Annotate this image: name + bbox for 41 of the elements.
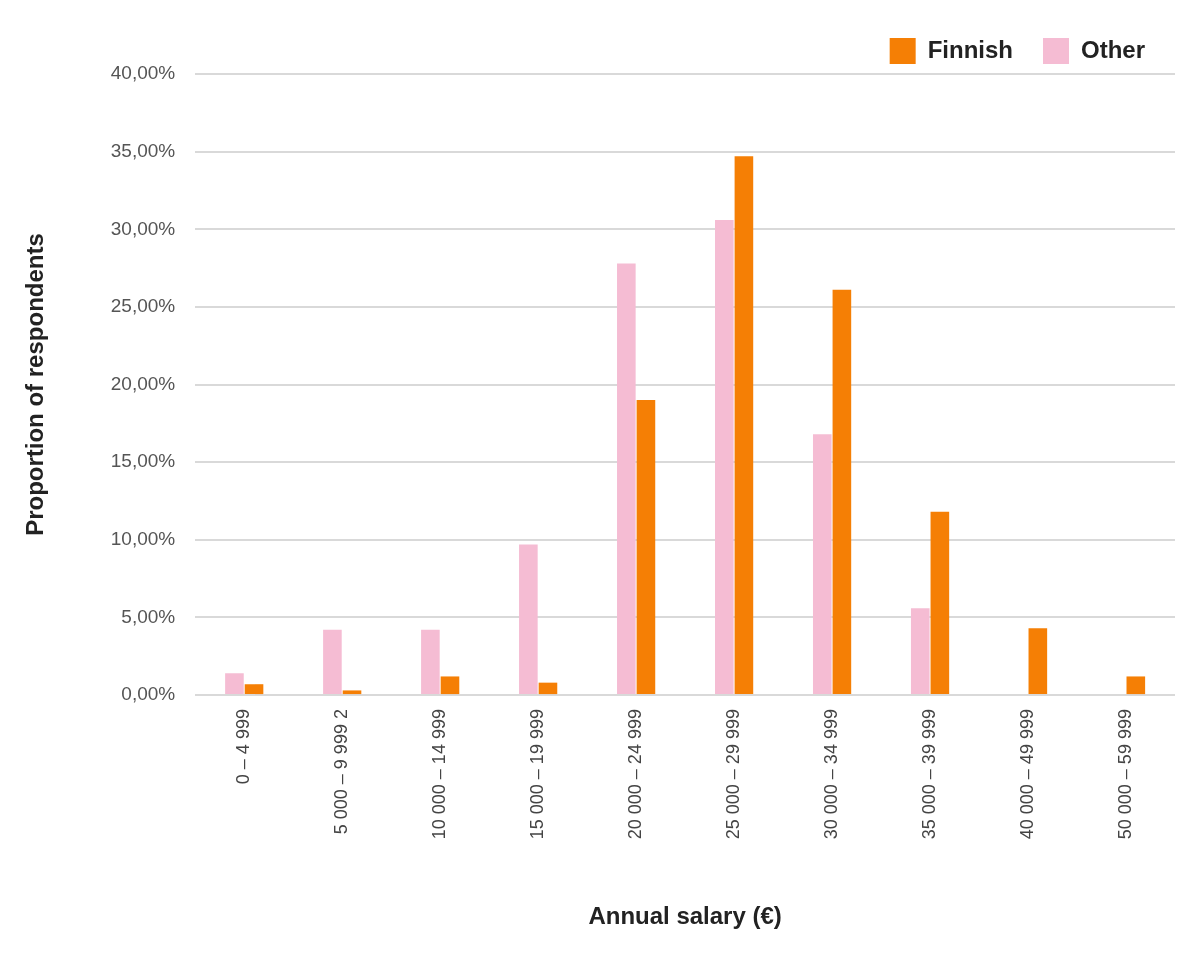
legend-label: Finnish <box>927 35 1013 63</box>
x-tick-label: 0 – 4 999 <box>233 709 254 785</box>
y-tick-label: 35,00% <box>110 139 176 161</box>
bar <box>734 156 754 695</box>
bar <box>519 544 538 695</box>
y-axis-title: Proportion of respondents <box>21 233 49 536</box>
bar <box>421 629 440 695</box>
bar <box>910 608 930 695</box>
x-tick-label: 30 000 – 34 999 <box>821 709 842 840</box>
bar <box>715 219 734 695</box>
bar <box>832 289 852 695</box>
y-tick-label: 40,00% <box>110 62 176 84</box>
bar <box>244 684 264 695</box>
bar <box>617 263 636 695</box>
bar <box>812 434 832 695</box>
y-tick-label: 10,00% <box>110 528 176 550</box>
bar <box>1028 628 1048 695</box>
x-tick-label: 5 000 – 9 999 2 <box>331 709 352 835</box>
y-tick-label: 0,00% <box>121 683 176 705</box>
x-tick-label: 40 000 – 49 999 <box>1017 709 1037 840</box>
y-tick-label: 30,00% <box>110 217 176 239</box>
y-tick-label: 25,00% <box>110 295 176 317</box>
x-tick-label: 25 000 – 29 999 <box>723 709 744 840</box>
y-tick-label: 5,00% <box>121 605 176 627</box>
x-tick-label: 15 000 – 19 999 <box>527 709 548 840</box>
bar <box>930 511 950 695</box>
bar <box>636 400 656 695</box>
bar <box>538 682 558 695</box>
x-axis-title: Annual salary (€) <box>588 902 782 930</box>
x-tick-label: 35 000 – 39 999 <box>919 709 940 840</box>
y-tick-label: 20,00% <box>110 372 176 394</box>
legend-label: Other <box>1080 35 1146 63</box>
bar <box>323 629 342 695</box>
x-tick-label: 10 000 – 14 999 <box>429 709 450 840</box>
bar <box>342 690 362 695</box>
x-tick-label: 20 000 – 24 999 <box>625 709 646 840</box>
bar <box>225 673 244 695</box>
x-tick-label: 50 000 – 59 999 <box>1114 709 1135 840</box>
bar <box>1126 676 1146 695</box>
bar <box>440 676 460 695</box>
y-tick-label: 15,00% <box>110 450 176 472</box>
